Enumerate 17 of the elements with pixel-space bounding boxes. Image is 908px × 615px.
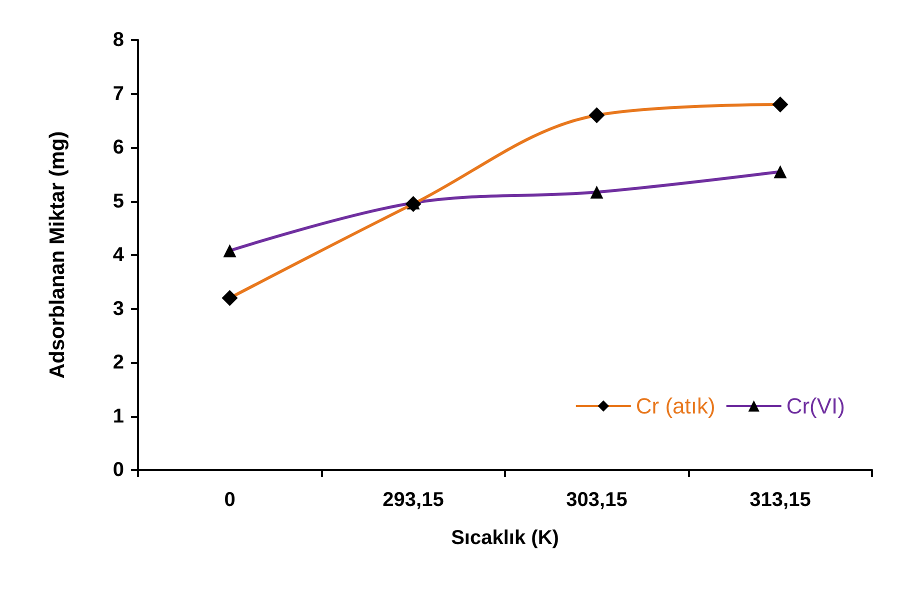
y-tick-label: 5 [112,190,124,212]
x-tick-label: 313,15 [750,489,811,511]
x-axis-title: Sıcaklık (K) [451,527,559,549]
y-tick-label: 6 [112,136,124,158]
x-tick-label: 0 [224,489,236,511]
y-tick-label: 8 [112,29,124,51]
y-tick-label: 0 [112,459,124,481]
y-tick-label: 4 [112,244,125,266]
x-tick-label: 293,15 [382,489,444,511]
y-tick-label: 7 [112,82,124,105]
y-tick-label: 1 [112,405,124,428]
y-tick-label: 3 [112,298,124,320]
x-tick-label: 303,15 [566,489,628,511]
legend-label: Cr(VI) [786,394,846,418]
legend-label: Cr (atık) [636,394,716,418]
y-axis-title: Adsorblanan Miktar (mg) [46,131,69,379]
y-tick-label: 2 [112,352,124,374]
